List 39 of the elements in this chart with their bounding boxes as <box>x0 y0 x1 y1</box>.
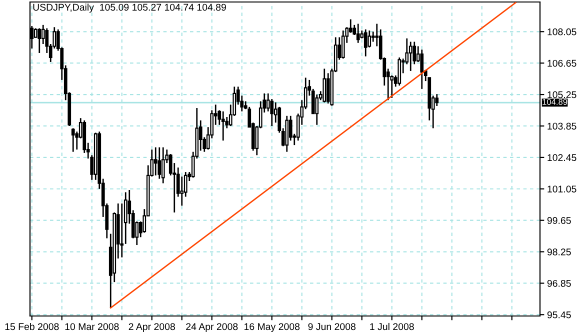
candlestick <box>221 110 225 142</box>
candlestick <box>408 41 412 72</box>
x-tick-label: 2 Apr 2008 <box>128 323 175 332</box>
y-tick-label: 105.25 <box>548 91 576 98</box>
candlestick <box>356 23 360 44</box>
chart-title: USDJPY,Daily 105.09 105.27 104.74 104.89 <box>33 4 226 13</box>
candlestick <box>315 94 319 126</box>
candlestick <box>158 146 162 180</box>
y-tick-label: 103.85 <box>548 122 576 130</box>
candlestick <box>322 68 326 104</box>
x-tick-label: 16 May 2008 <box>244 323 300 332</box>
candlestick <box>398 56 402 86</box>
candlestick <box>341 30 345 60</box>
y-tick-label: 102.45 <box>548 154 576 162</box>
x-tick-label: 9 Jun 2008 <box>308 323 356 330</box>
ref-line-label: 104.89 <box>542 98 568 105</box>
candlestick <box>368 30 372 48</box>
candlestick <box>288 115 292 142</box>
x-tick-label: 10 Mar 2008 <box>65 323 119 330</box>
candlestick <box>435 93 439 107</box>
candlestick <box>348 18 352 34</box>
x-tick-label: 15 Feb 2008 <box>5 322 59 330</box>
candlestick <box>364 28 368 58</box>
y-tick-label: 98.25 <box>547 248 571 256</box>
candlestick <box>71 128 75 153</box>
candlestick <box>180 176 184 206</box>
y-tick-label: 101.05 <box>548 186 576 192</box>
y-tick-label: 108.05 <box>548 28 576 36</box>
candlestick <box>161 146 165 184</box>
y-tick-label: 95.45 <box>547 311 571 318</box>
x-tick-label: 24 Apr 2008 <box>186 323 238 332</box>
candlestick <box>38 28 42 54</box>
y-tick-label: 99.65 <box>547 217 571 224</box>
candlestick <box>154 146 158 176</box>
x-tick-label: 1 Jul 2008 <box>370 322 414 330</box>
y-tick-label: 96.85 <box>547 280 571 287</box>
y-tick-label: 106.65 <box>548 60 576 67</box>
candlestick <box>420 48 424 90</box>
candlestick <box>326 72 330 104</box>
